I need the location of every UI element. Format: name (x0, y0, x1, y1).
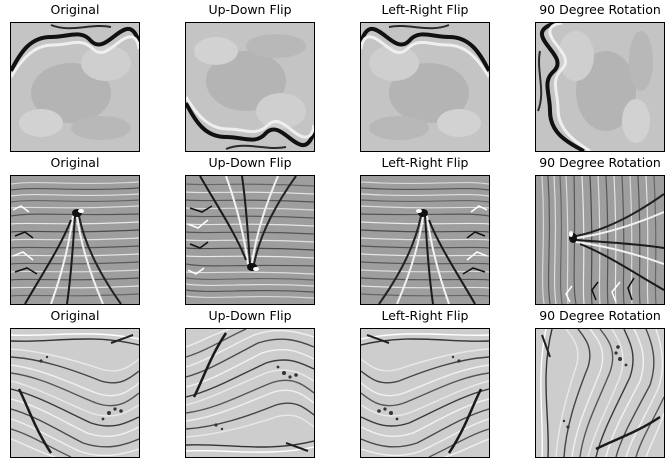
panel-title: Left-Right Flip (381, 308, 469, 323)
seismic-image (360, 175, 490, 305)
panel-title: Up-Down Flip (208, 2, 292, 17)
seismic-image (185, 328, 315, 458)
seismic-image (10, 22, 140, 152)
panel-title: Original (50, 308, 100, 323)
panel-title: 90 Degree Rotation (539, 2, 661, 17)
seismic-image (10, 175, 140, 305)
seismic-image (185, 175, 315, 305)
seismic-image (185, 22, 315, 152)
panel-title: 90 Degree Rotation (539, 308, 661, 323)
panel-title: Up-Down Flip (208, 308, 292, 323)
panel-title: 90 Degree Rotation (539, 155, 661, 170)
panel-title: Up-Down Flip (208, 155, 292, 170)
panel-title: Original (50, 2, 100, 17)
seismic-image (360, 22, 490, 152)
seismic-image (535, 22, 665, 152)
seismic-image (360, 328, 490, 458)
seismic-image (10, 328, 140, 458)
seismic-image (535, 175, 665, 305)
panel-title: Left-Right Flip (381, 155, 469, 170)
panel-title: Left-Right Flip (381, 2, 469, 17)
seismic-image (535, 328, 665, 458)
panel-title: Original (50, 155, 100, 170)
